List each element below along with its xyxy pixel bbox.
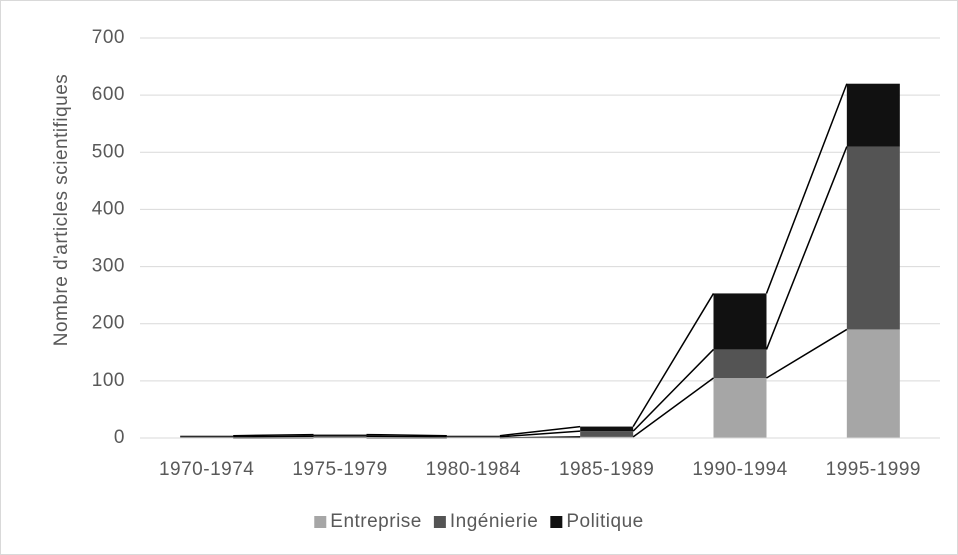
legend: Entreprise Ingénierie Politique (314, 511, 643, 532)
bar-segment (446, 435, 500, 437)
x-tick-label: 1975-1979 (292, 459, 387, 480)
y-tick-label: 0 (114, 427, 125, 448)
legend-swatch (550, 516, 563, 528)
y-tick-label: 400 (92, 198, 125, 219)
series-line (765, 146, 848, 350)
legend-label: Politique (566, 511, 643, 532)
legend-label: Ingénierie (450, 511, 538, 532)
bar-segment (846, 83, 900, 147)
bar-segment (180, 435, 234, 437)
y-tick-label: 500 (92, 141, 125, 162)
bar-segment (713, 378, 767, 438)
x-tick-label: 1990-1994 (692, 459, 787, 480)
y-tick-label: 200 (92, 313, 125, 334)
bar-segment (313, 436, 367, 438)
bar-segment (580, 436, 634, 438)
legend-swatch (433, 516, 446, 528)
bar-segment (313, 434, 367, 437)
x-tick-label: 1995-1999 (826, 459, 921, 480)
series-line (632, 377, 714, 438)
y-tick-label: 100 (92, 370, 125, 391)
series-line (632, 348, 715, 432)
bar-segment (846, 146, 900, 330)
bar-segment (713, 293, 767, 350)
y-axis-label: Nombre d'articles scientifiques (51, 74, 72, 347)
series-line (499, 430, 581, 438)
series-line (765, 83, 848, 294)
y-tick-label: 300 (92, 256, 125, 277)
series-line (766, 328, 848, 379)
series-line (499, 425, 581, 437)
bar-segment (446, 436, 500, 438)
bar-segment (180, 436, 234, 438)
legend-swatch (314, 516, 327, 528)
y-tick-label: 700 (92, 27, 125, 48)
bar-segment (713, 349, 767, 378)
series-line (366, 433, 447, 437)
series-line (233, 433, 314, 437)
x-tick-label: 1980-1984 (426, 459, 521, 480)
bar-segment (580, 431, 634, 437)
bar-segment (580, 426, 634, 432)
legend-label: Entreprise (330, 511, 422, 532)
series-line (233, 435, 314, 438)
x-tick-label: 1970-1974 (159, 459, 254, 480)
bar-segment (846, 329, 900, 438)
x-tick-label: 1985-1989 (559, 459, 654, 480)
y-tick-label: 600 (92, 84, 125, 105)
series-line (632, 293, 715, 427)
series-line (366, 435, 447, 438)
